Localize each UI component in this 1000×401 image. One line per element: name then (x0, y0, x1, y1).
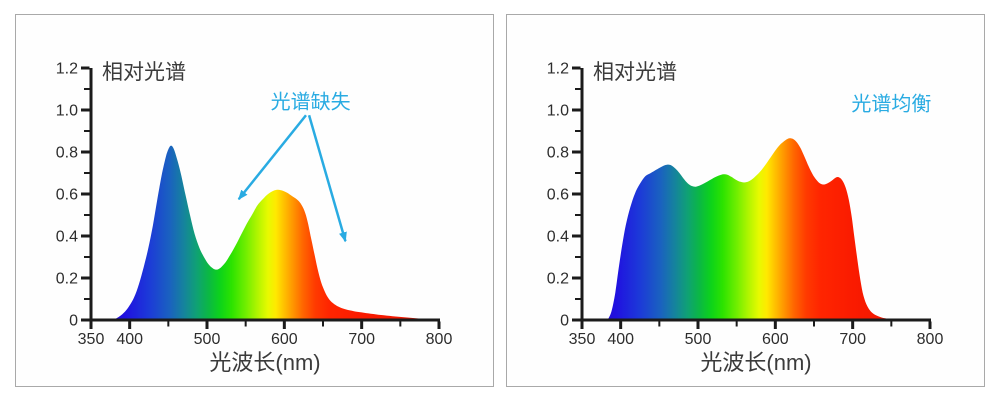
annotation-spectrum-balanced: 光谱均衡 (851, 93, 932, 116)
y-tick-label: 1.2 (547, 61, 569, 78)
x-tick-label: 400 (607, 331, 634, 348)
spectrum-plot-left: 350 400 500 600 700 800 0 0.2 0.4 0.6 0.8 1.0 1.2 (56, 61, 453, 349)
spectrum-plot-right: 350 400 500 600 700 800 0 0.2 0.4 0.6 0.8 1.0 1.2 (547, 61, 944, 349)
y-tick-label: 0.4 (56, 229, 78, 246)
annotation-arrow (237, 114, 307, 201)
x-tick-label: 600 (762, 331, 789, 348)
spectrum-area (607, 138, 898, 320)
y-tick-label: 1.0 (56, 103, 78, 120)
x-axis-title: 光波长(nm) (700, 350, 812, 375)
x-tick-label: 400 (116, 331, 143, 348)
annotation-arrow (307, 114, 347, 243)
spectrum-chart-panel-left: 350 400 500 600 700 800 0 0.2 0.4 0.6 0.8 1.0 1.2 相对… (15, 14, 494, 387)
spectrum-chart-panel-right: 350 400 500 600 700 800 0 0.2 0.4 0.6 0.8 1.0 1.2 相对… (506, 14, 985, 387)
x-tick-label: 800 (426, 331, 453, 348)
y-tick-label: 0.2 (56, 271, 78, 288)
chart-title: 相对光谱 (593, 61, 677, 84)
y-tick-label: 0.4 (547, 229, 569, 246)
y-tick-label: 1.0 (547, 103, 569, 120)
y-tick-label: 0.6 (56, 187, 78, 204)
x-tick-label: 700 (839, 331, 866, 348)
x-tick-label: 700 (348, 331, 375, 348)
x-tick-label: 800 (917, 331, 944, 348)
x-tick-label: 350 (569, 331, 596, 348)
y-tick-label: 0 (560, 313, 569, 330)
y-tick-label: 0.8 (56, 145, 78, 162)
spectrum-area (112, 145, 438, 320)
y-tick-label: 0.6 (547, 187, 569, 204)
y-tick-label: 1.2 (56, 61, 78, 78)
x-tick-label: 350 (78, 331, 105, 348)
x-tick-label: 600 (271, 331, 298, 348)
annotation-spectrum-missing: 光谱缺失 (270, 91, 351, 113)
x-axis-title: 光波长(nm) (209, 350, 321, 375)
x-tick-label: 500 (685, 331, 712, 348)
y-tick-label: 0.2 (547, 271, 569, 288)
y-tick-label: 0.8 (547, 145, 569, 162)
chart-title: 相对光谱 (102, 61, 186, 84)
y-tick-label: 0 (69, 313, 78, 330)
x-tick-label: 500 (194, 331, 221, 348)
